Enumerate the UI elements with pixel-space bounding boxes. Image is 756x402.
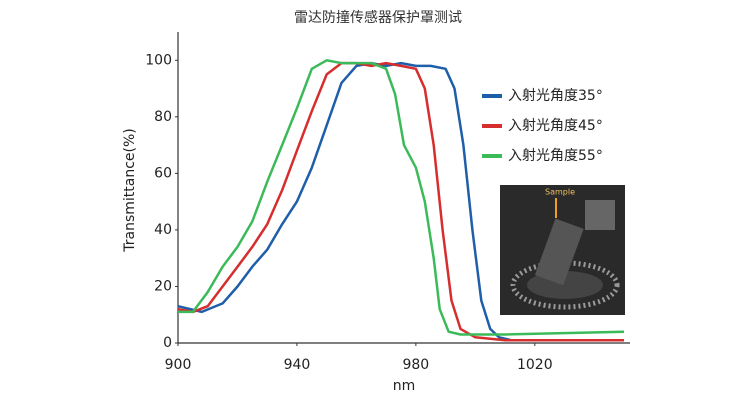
x-tick-label: 940 — [284, 357, 311, 373]
x-tick-label: 900 — [165, 357, 192, 373]
x-tick-label: 980 — [402, 357, 429, 373]
y-tick-label: 100 — [145, 52, 172, 68]
legend-label: 入射光角度55° — [508, 148, 603, 164]
inset-label: Sample — [545, 188, 575, 197]
inset-photo: Sample — [500, 185, 625, 315]
legend-label: 入射光角度45° — [508, 118, 603, 134]
chart-title: 雷达防撞传感器保护罩测试 — [294, 9, 462, 26]
y-tick-label: 60 — [154, 165, 172, 181]
y-axis-label: Transmittance(%) — [122, 128, 138, 253]
series-line — [178, 59, 625, 336]
x-axis-label: nm — [393, 378, 416, 394]
x-tick-label: 1020 — [517, 357, 553, 373]
y-tick-label: 0 — [163, 335, 172, 351]
y-tick-label: 20 — [154, 278, 172, 294]
legend-label: 入射光角度35° — [508, 88, 603, 104]
y-tick-label: 80 — [154, 109, 172, 125]
y-tick-label: 40 — [154, 222, 172, 238]
